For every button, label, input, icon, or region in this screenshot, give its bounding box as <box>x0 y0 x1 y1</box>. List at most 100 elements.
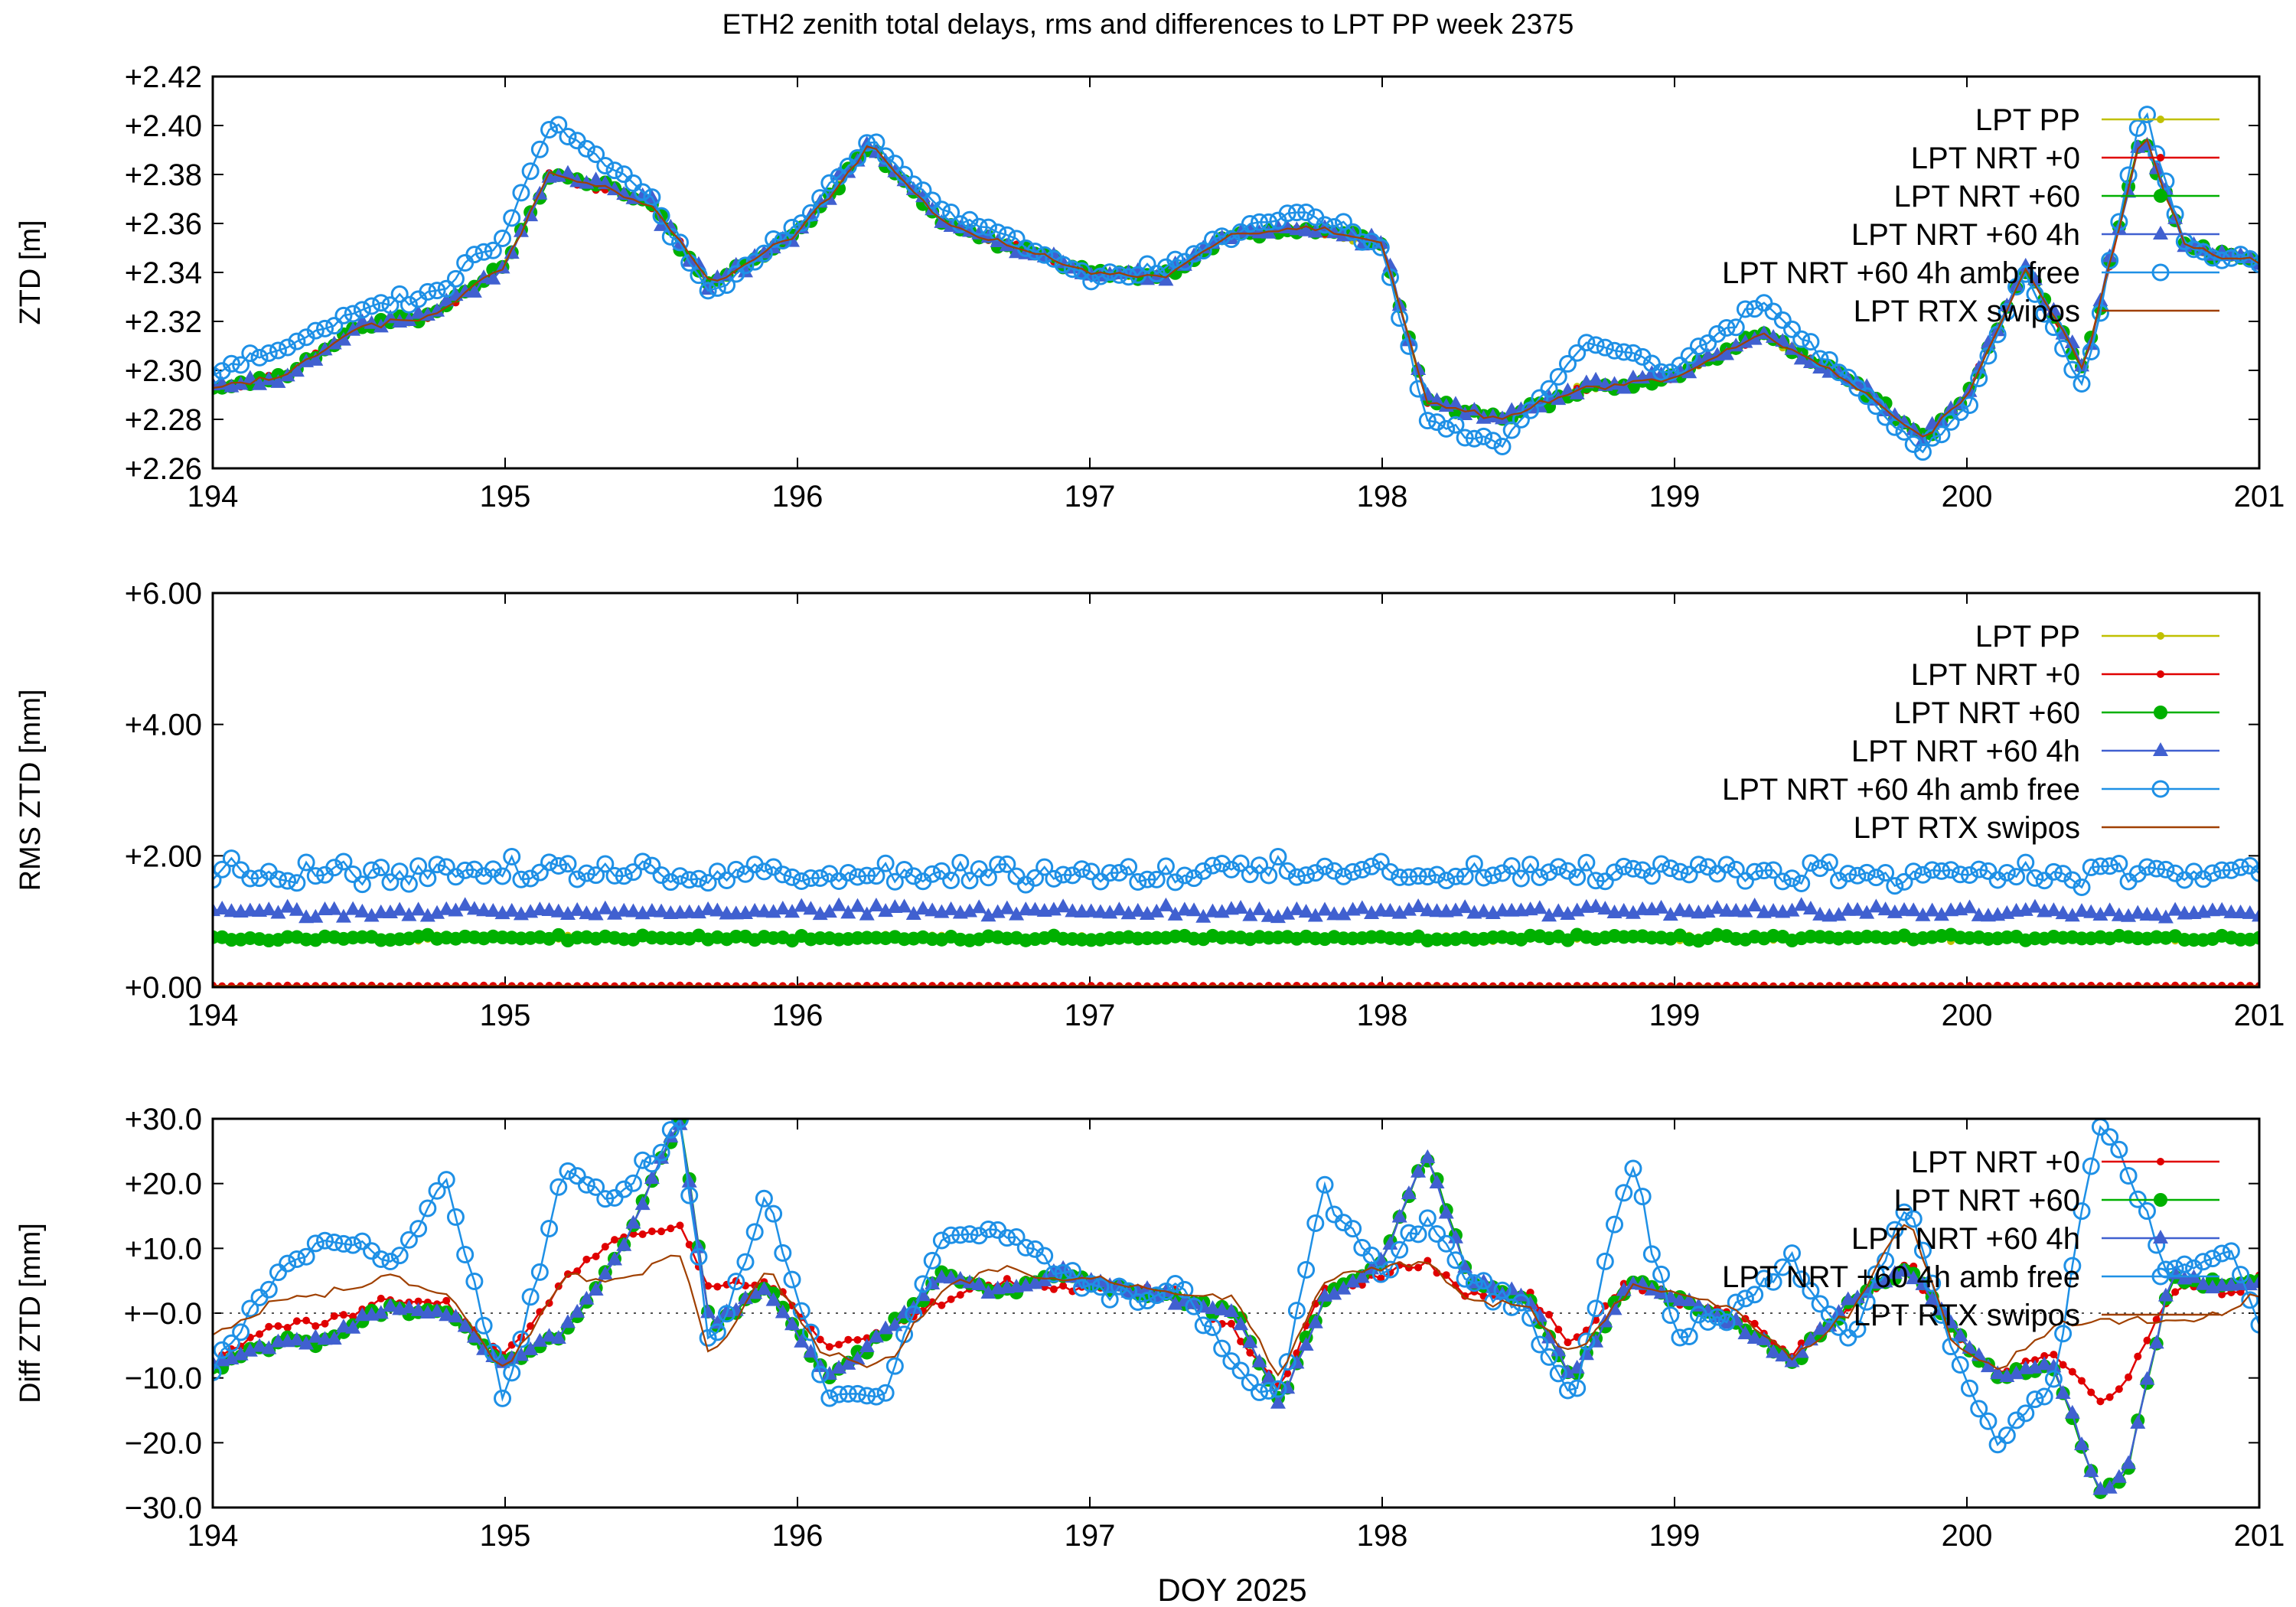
data-point <box>568 870 586 888</box>
data-point <box>820 1389 839 1407</box>
data-point <box>615 867 633 885</box>
data-point <box>634 1151 652 1169</box>
data-point <box>1054 256 1072 274</box>
data-point <box>756 903 772 918</box>
data-point <box>1615 1184 1633 1202</box>
data-point <box>1297 866 1316 885</box>
data-point <box>1554 1325 1563 1334</box>
data-point <box>1092 904 1108 918</box>
data-point <box>923 191 941 210</box>
data-point <box>2175 1255 2193 1273</box>
data-point <box>344 1236 362 1254</box>
data-point <box>1251 213 1269 231</box>
data-point <box>1596 1252 1614 1270</box>
data-point <box>1802 333 1820 351</box>
data-point <box>1924 1291 1940 1305</box>
data-point <box>2055 1385 2071 1400</box>
data-point <box>2130 905 2146 919</box>
x-tick-label: 201 <box>2234 1519 2285 1553</box>
data-point <box>279 898 295 913</box>
data-point <box>559 128 577 146</box>
data-point <box>512 1330 530 1348</box>
legend-label: LPT NRT +60 4h amb free <box>1722 256 2080 290</box>
y-tick-label: +2.00 <box>125 839 202 873</box>
data-point <box>485 902 501 917</box>
data-point <box>588 1281 604 1296</box>
data-point <box>1101 1290 1119 1309</box>
data-point <box>1334 867 1352 885</box>
legend-marker <box>2154 706 2167 719</box>
data-point <box>1213 1339 1231 1358</box>
data-point <box>1233 900 1249 914</box>
data-point <box>830 1385 848 1403</box>
data-point <box>2214 901 2230 916</box>
data-point <box>2026 869 2044 887</box>
data-point <box>1540 1348 1558 1366</box>
data-point <box>1708 865 1727 883</box>
data-point <box>1055 898 1071 913</box>
legend-label: LPT NRT +60 4h <box>1851 218 2080 252</box>
data-point <box>962 1274 978 1289</box>
data-point <box>1792 1270 1811 1289</box>
data-point <box>410 1302 426 1316</box>
data-point <box>1569 902 1585 917</box>
data-point <box>979 1220 997 1238</box>
data-point <box>943 901 959 915</box>
data-point <box>1400 868 1418 886</box>
data-point <box>1325 862 1343 880</box>
data-point <box>1521 401 1540 419</box>
data-point <box>1906 902 1922 917</box>
data-point <box>2082 858 2100 876</box>
data-point <box>821 1366 837 1380</box>
data-point <box>353 301 371 319</box>
data-point <box>1063 260 1081 279</box>
data-point <box>699 1328 717 1347</box>
data-point <box>1493 438 1512 456</box>
data-point <box>2017 265 2035 283</box>
data-point <box>2250 864 2259 882</box>
data-point <box>839 864 857 882</box>
data-point <box>1736 872 1754 890</box>
series-line <box>213 112 2259 454</box>
data-point <box>1750 1319 1759 1328</box>
data-point <box>2073 374 2091 393</box>
data-point <box>1642 867 1661 885</box>
data-point <box>1782 320 1801 338</box>
data-point <box>550 1330 566 1345</box>
data-point <box>269 870 287 888</box>
data-point <box>654 903 670 918</box>
data-point <box>2059 1361 2067 1369</box>
data-point <box>1932 862 1951 880</box>
data-point <box>344 865 362 883</box>
data-point <box>400 295 418 314</box>
data-point <box>605 866 624 885</box>
data-point <box>363 297 381 315</box>
data-point <box>334 306 353 324</box>
data-point <box>1642 1245 1661 1263</box>
data-point <box>288 1250 306 1269</box>
data-point <box>713 1283 722 1291</box>
data-point <box>261 371 277 386</box>
data-point <box>232 356 250 374</box>
data-point <box>1035 858 1054 876</box>
data-point <box>2092 907 2108 921</box>
data-point <box>1429 1174 1445 1188</box>
data-point <box>1877 864 1895 882</box>
data-point <box>863 1334 871 1342</box>
data-point <box>745 1223 764 1241</box>
data-point <box>765 1204 783 1223</box>
data-point <box>1391 309 1409 328</box>
data-point <box>1868 898 1884 913</box>
data-point <box>783 1270 801 1289</box>
data-point <box>269 1263 287 1282</box>
data-point <box>775 901 791 915</box>
data-point <box>676 1221 684 1230</box>
data-point <box>523 207 539 222</box>
data-point <box>1176 901 1192 916</box>
data-point <box>1147 1286 1166 1305</box>
data-point <box>1764 1273 1782 1291</box>
data-point <box>308 351 324 366</box>
series-lpt-nrt-60 <box>213 927 2259 948</box>
data-point <box>1960 1379 1978 1397</box>
data-point <box>1773 311 1792 329</box>
